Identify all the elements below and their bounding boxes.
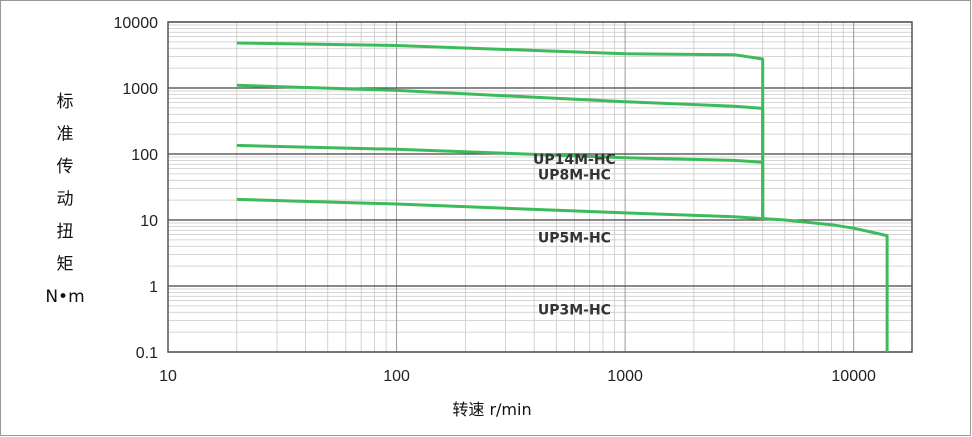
y-tick-labels: 0.1 1 10 100 1000 10000 (114, 15, 159, 362)
y-axis-label-char: N•m (45, 287, 84, 307)
y-tick-label: 10 (140, 213, 158, 230)
x-tick-label: 10000 (831, 368, 876, 385)
y-tick-label: 1 (149, 279, 158, 296)
x-tick-labels: 10 100 1000 10000 (159, 368, 876, 385)
series-line-up14m-hc (236, 41, 765, 218)
x-tick-label: 1000 (607, 368, 643, 385)
series-label-up8m-hc: UP8M-HC (538, 168, 611, 184)
series-line-up3m-hc (236, 197, 889, 352)
y-tick-label: 10000 (114, 15, 159, 32)
series-lines (236, 41, 889, 352)
y-tick-label: 1000 (122, 81, 158, 98)
y-axis-label-char: 标 (57, 92, 74, 112)
plot-frame (167, 21, 913, 353)
series-line-up8m-hc (236, 83, 765, 218)
y-axis-label-char: 传 (57, 157, 74, 177)
x-axis-label: 转速 r/min (452, 400, 531, 419)
x-tick-label: 10 (159, 368, 177, 385)
y-axis-label-char: 准 (57, 125, 74, 145)
series-label-up3m-hc: UP3M-HC (538, 303, 611, 319)
y-tick-label: 0.1 (136, 345, 158, 362)
y-axis-label-char: 扭 (57, 222, 74, 242)
series-label-up5m-hc: UP5M-HC (538, 230, 611, 246)
y-axis-label-char: 矩 (57, 255, 74, 275)
series-line-up5m-hc (236, 143, 763, 164)
x-tick-label: 100 (383, 368, 410, 385)
y-axis-label-char: 动 (57, 190, 74, 210)
y-tick-label: 100 (131, 147, 158, 164)
series-label-up14m-hc: UP14M-HC (533, 152, 616, 168)
